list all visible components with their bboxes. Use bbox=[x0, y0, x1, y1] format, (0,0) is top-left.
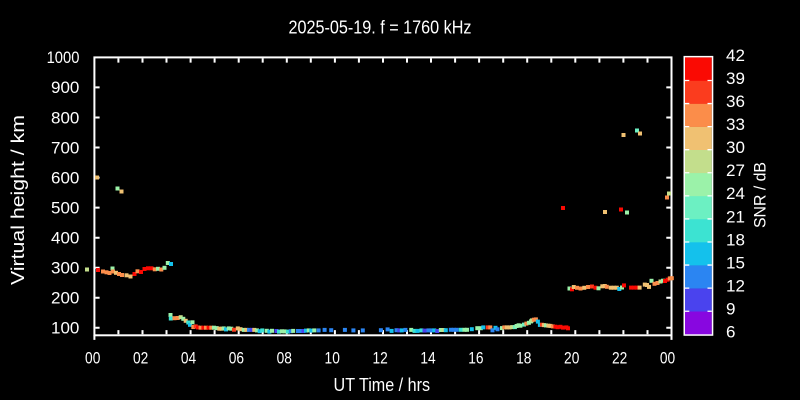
svg-text:06: 06 bbox=[229, 349, 244, 368]
svg-text:300: 300 bbox=[51, 259, 79, 278]
svg-text:00: 00 bbox=[85, 349, 100, 368]
svg-text:36: 36 bbox=[726, 92, 745, 111]
svg-text:1000: 1000 bbox=[47, 48, 80, 67]
svg-text:27: 27 bbox=[726, 161, 745, 180]
svg-text:02: 02 bbox=[133, 349, 148, 368]
svg-text:900: 900 bbox=[51, 78, 79, 97]
svg-text:15: 15 bbox=[726, 254, 745, 273]
svg-text:UT Time / hrs: UT Time / hrs bbox=[334, 375, 431, 395]
svg-text:18: 18 bbox=[516, 349, 531, 368]
svg-text:20: 20 bbox=[564, 349, 579, 368]
svg-text:9: 9 bbox=[726, 300, 735, 319]
svg-text:30: 30 bbox=[726, 138, 745, 157]
svg-text:08: 08 bbox=[277, 349, 292, 368]
svg-text:42: 42 bbox=[726, 46, 745, 65]
svg-text:24: 24 bbox=[726, 184, 745, 203]
svg-text:600: 600 bbox=[51, 168, 79, 187]
svg-text:14: 14 bbox=[420, 349, 435, 368]
svg-text:200: 200 bbox=[51, 289, 79, 308]
svg-text:18: 18 bbox=[726, 230, 745, 249]
svg-text:12: 12 bbox=[726, 277, 745, 296]
svg-text:12: 12 bbox=[372, 349, 387, 368]
svg-text:500: 500 bbox=[51, 198, 79, 217]
svg-text:700: 700 bbox=[51, 138, 79, 157]
svg-text:00: 00 bbox=[660, 349, 675, 368]
svg-text:04: 04 bbox=[181, 349, 196, 368]
svg-text:SNR / dB: SNR / dB bbox=[750, 162, 769, 228]
svg-text:39: 39 bbox=[726, 69, 745, 88]
svg-text:6: 6 bbox=[726, 323, 735, 342]
svg-text:10: 10 bbox=[325, 349, 340, 368]
svg-text:100: 100 bbox=[51, 319, 79, 338]
svg-text:22: 22 bbox=[612, 349, 627, 368]
svg-text:800: 800 bbox=[51, 108, 79, 127]
svg-text:400: 400 bbox=[51, 229, 79, 248]
svg-text:2025-05-19. f = 1760 kHz: 2025-05-19. f = 1760 kHz bbox=[289, 18, 472, 38]
svg-text:33: 33 bbox=[726, 115, 745, 134]
svg-text:16: 16 bbox=[468, 349, 483, 368]
svg-text:21: 21 bbox=[726, 207, 745, 226]
svg-text:Virtual height / km: Virtual height / km bbox=[8, 115, 28, 285]
